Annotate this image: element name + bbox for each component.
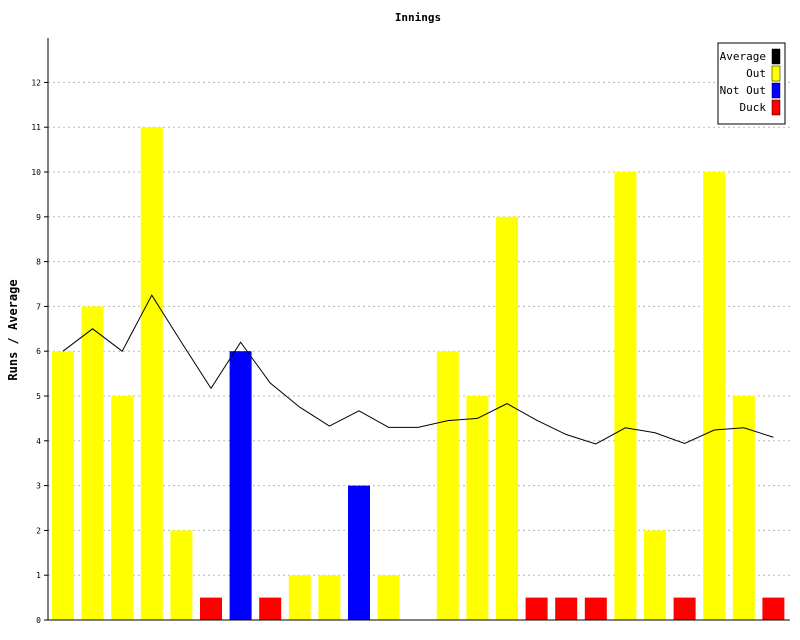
y-tick-label: 0 [36,616,41,625]
bar-duck [555,597,578,620]
legend-swatch [771,65,781,82]
y-tick-label: 12 [31,78,41,87]
legend-label: Average [720,50,766,63]
bar-out [288,575,311,620]
bar-out [377,575,400,620]
y-tick-label: 1 [36,571,41,580]
y-tick-label: 11 [31,123,41,132]
legend-swatch [771,99,781,116]
bar-duck [762,597,785,620]
legend-label: Out [746,67,766,80]
bar-duck [525,597,548,620]
y-tick-label: 8 [36,258,41,267]
legend-swatch [771,82,781,99]
grid-layer [48,81,790,576]
bar-not-out [348,485,370,620]
y-tick-label: 3 [36,482,41,491]
average-line [62,294,774,445]
bar-out [81,306,104,620]
chart-title: Innings [395,11,441,24]
y-tick-label: 4 [36,437,41,446]
bar-out [436,351,459,620]
bar-not-out [229,351,252,620]
y-tick-label: 9 [36,213,41,222]
bar-out [703,172,726,620]
bar-out [170,530,193,620]
bar-out [644,530,666,620]
bar-out [318,575,341,620]
y-tick-label: 7 [36,302,41,311]
bar-duck [584,597,607,620]
bar-out [52,351,74,620]
axis-layer [47,38,790,621]
legend: Average Out Not Out Duck [717,42,786,125]
bar-duck [259,597,282,620]
bar-duck [200,597,222,620]
legend-items: Average Out Not Out Duck [720,48,781,116]
y-tick-label: 2 [36,526,41,535]
bar-duck [673,597,696,620]
bars-layer [52,127,785,621]
bar-out [466,396,489,620]
y-axis-label: Runs / Average [6,279,20,380]
y-tick-label: 6 [36,347,41,356]
bar-out [732,396,755,620]
legend-label: Duck [740,101,767,114]
bar-out [614,172,637,620]
bar-out [140,127,163,620]
legend-label: Not Out [720,84,766,97]
bar-out [111,396,134,620]
y-tick-label: 5 [36,392,41,401]
legend-swatch [771,48,781,65]
y-tick-label: 10 [31,168,41,177]
bar-out [496,216,518,621]
